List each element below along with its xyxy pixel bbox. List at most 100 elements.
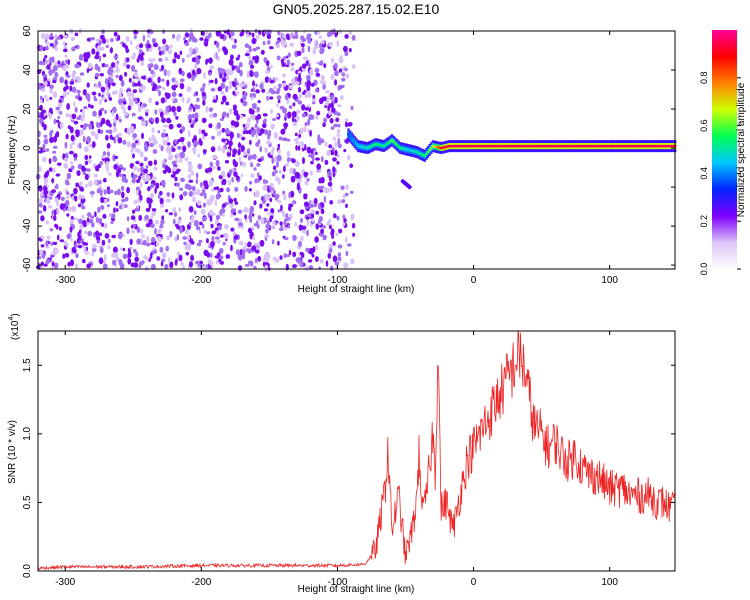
heatmap-cell: [188, 261, 193, 268]
heatmap-cell: [90, 130, 96, 137]
heatmap-cell: [188, 164, 193, 169]
heatmap-cell: [107, 238, 111, 244]
heatmap-cell: [261, 88, 266, 93]
heatmap-cell: [208, 123, 213, 129]
heatmap-cell: [86, 136, 91, 144]
heatmap-cell: [84, 173, 89, 181]
heatmap-cell: [133, 200, 138, 204]
heatmap-cell: [304, 181, 308, 185]
heatmap-cell: [276, 103, 279, 108]
heatmap-cell: [294, 31, 298, 35]
heatmap-cell: [166, 108, 170, 113]
heatmap-cell: [280, 225, 284, 229]
heatmap-cell: [180, 177, 186, 183]
heatmap-cell: [262, 179, 267, 184]
heatmap-cell: [111, 82, 116, 87]
heatmap-cell: [228, 140, 233, 147]
heatmap-cell: [279, 221, 283, 226]
heatmap-cell: [174, 80, 179, 86]
heatmap-cell: [659, 144, 662, 148]
heatmap-cell: [214, 78, 218, 85]
heatmap-cell: [110, 62, 116, 68]
heatmap-cell: [162, 29, 166, 34]
heatmap-cell: [98, 39, 102, 46]
heatmap-cell: [269, 197, 273, 203]
heatmap-cell: [326, 221, 331, 226]
heatmap-cell: [275, 44, 281, 49]
heatmap-cell: [314, 151, 318, 155]
heatmap-cell: [158, 57, 163, 62]
heatmap-cell: [45, 98, 49, 102]
heatmap-cell: [219, 129, 223, 134]
heatmap-cell: [191, 57, 197, 63]
heatmap-cell: [214, 199, 218, 207]
heatmap-cell: [270, 90, 276, 95]
heatmap-cell: [505, 144, 509, 148]
heatmap-cell: [334, 79, 338, 86]
heatmap-cell: [66, 91, 70, 95]
heatmap-cell: [511, 144, 515, 148]
heatmap-cell: [158, 144, 162, 148]
heatmap-cell: [106, 204, 111, 208]
heatmap-cell: [273, 132, 278, 139]
heatmap-cell: [91, 124, 94, 130]
heatmap-cell: [108, 123, 112, 127]
heatmap-cell: [322, 225, 326, 229]
heatmap-cell: [270, 225, 274, 229]
heatmap-cell: [131, 65, 136, 72]
heatmap-cell: [247, 227, 252, 234]
heatmap-cell: [82, 135, 86, 143]
heatmap-cell: [205, 264, 209, 269]
heatmap-cell: [285, 55, 289, 59]
heatmap-cell: [187, 130, 191, 138]
heatmap-cell: [248, 55, 252, 60]
heatmap-cell: [310, 149, 314, 154]
heatmap-cell: [330, 126, 335, 130]
heatmap-cell: [232, 158, 236, 166]
heatmap-cell: [101, 96, 106, 101]
heatmap-cell: [644, 144, 647, 148]
heatmap-cell: [268, 77, 272, 81]
heatmap-cell: [350, 137, 353, 140]
heatmap-cell: [190, 170, 194, 176]
heatmap-cell: [351, 222, 356, 229]
heatmap-cell: [300, 252, 305, 258]
heatmap-cell: [155, 242, 160, 247]
heatmap-cell: [297, 145, 301, 151]
heatmap-cell: [255, 89, 260, 94]
heatmap-cell: [632, 144, 635, 148]
x-tick-label: -100: [327, 275, 347, 286]
heatmap-cell: [222, 46, 227, 52]
heatmap-cell: [288, 203, 294, 208]
heatmap-cell: [246, 148, 251, 155]
heatmap-cell: [259, 83, 264, 90]
heatmap-cell: [311, 253, 315, 258]
heatmap-cell: [382, 144, 386, 148]
heatmap-cell: [108, 129, 113, 134]
heatmap-cell: [248, 188, 252, 192]
heatmap-cell: [237, 143, 242, 147]
snr-scale-note: (x104): [8, 313, 21, 340]
heatmap-cell: [408, 149, 412, 152]
heatmap-cell: [107, 68, 111, 76]
heatmap-cell: [152, 176, 157, 181]
heatmap-cell: [187, 97, 191, 103]
heatmap-cell: [269, 96, 274, 100]
svg-text:(x104): (x104): [8, 313, 21, 340]
heatmap-cell: [216, 229, 220, 236]
heatmap-cell: [569, 144, 572, 148]
heatmap-cell: [551, 144, 554, 148]
heatmap-cell: [150, 237, 156, 243]
heatmap-cell: [628, 144, 631, 148]
heatmap-cell: [220, 234, 224, 238]
heatmap-cell: [117, 34, 121, 41]
heatmap-cell: [119, 173, 124, 177]
heatmap-cell: [164, 56, 169, 62]
heatmap-cell: [195, 178, 199, 185]
heatmap-cell: [128, 99, 134, 107]
heatmap-cell: [160, 180, 165, 186]
heatmap-cell: [64, 199, 70, 207]
heatmap-cell: [83, 106, 88, 110]
heatmap-cell: [52, 91, 58, 98]
heatmap-cell: [208, 32, 212, 38]
